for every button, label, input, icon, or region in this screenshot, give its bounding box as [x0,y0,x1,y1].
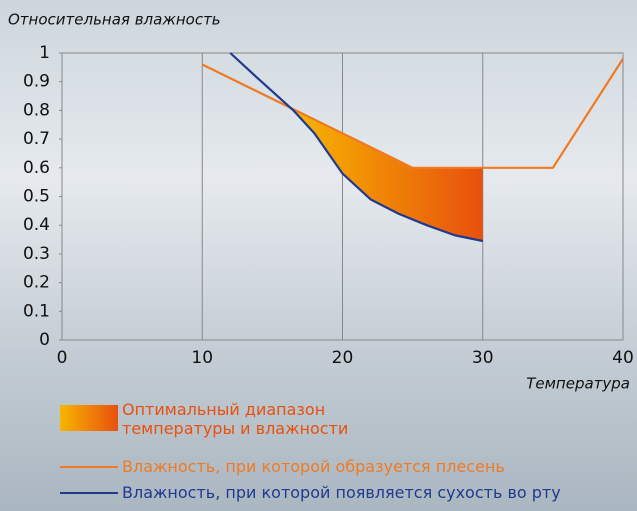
y-tick-label: 0.2 [23,273,50,293]
y-tick-label: 0.1 [23,301,50,321]
y-tick-label: 0.7 [23,129,50,149]
y-tick-label: 0.6 [23,158,50,178]
y-tick-label: 0.4 [23,215,50,235]
page: Относительная влажность Температура 0102… [0,0,637,511]
y-tick-label: 0.9 [23,72,50,92]
x-axis-label: Температура [526,375,630,393]
y-tick-label: 0 [39,330,50,350]
x-tick-label: 20 [332,348,354,368]
x-tick-label: 0 [57,348,68,368]
x-tick-label: 30 [472,348,494,368]
x-tick-label: 40 [612,348,634,368]
legend-entry: Влажность, при которой образуется плесен… [122,457,505,476]
range-area [293,109,482,241]
y-tick-label: 0.8 [23,100,50,120]
line [202,59,623,168]
y-tick-label: 0.5 [23,187,50,207]
legend-range: Оптимальный диапазон температуры и влажн… [122,400,392,438]
chart-title: Относительная влажность [8,11,221,29]
x-tick-label: 10 [191,348,213,368]
y-tick-label: 1 [39,43,50,63]
legend-entry: Влажность, при которой появляется сухост… [122,483,561,502]
y-tick-label: 0.3 [23,244,50,264]
legend-swatch [60,405,118,431]
